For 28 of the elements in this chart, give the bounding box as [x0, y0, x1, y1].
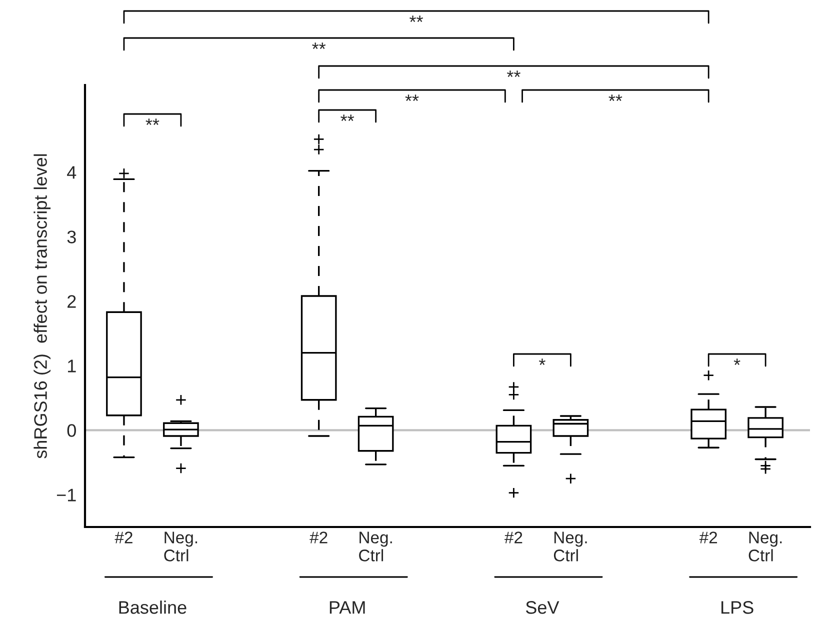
text: PAM [330, 601, 365, 614]
text: ** [410, 16, 424, 22]
x-tick-label: Neg. Ctrl [554, 532, 587, 562]
annotation: ** [340, 114, 354, 121]
text: ** [312, 42, 326, 49]
y-tick-label: 2 [68, 295, 76, 308]
x-tick-label: Neg. Ctrl [359, 532, 392, 562]
x-tick-label: #2 [114, 532, 132, 544]
x-tick-label: Neg. Ctrl [164, 532, 198, 562]
y-tick-label: −1 [56, 488, 76, 502]
text: ** [506, 70, 520, 77]
x-tick-label: #2 [699, 532, 718, 544]
annotation: ** [405, 94, 419, 101]
annotation: ** [146, 118, 160, 125]
text: Baseline [119, 600, 186, 614]
y-tick-label: 3 [67, 230, 76, 244]
text: LPS [721, 601, 754, 614]
annotation: * [538, 358, 546, 365]
x-tick-label: #2 [504, 532, 522, 544]
y-tick-label: 0 [67, 424, 76, 437]
y-axis-title: shRGS16 (2) effect on transcript level [34, 154, 51, 458]
x-tick-label: Neg. Ctrl [748, 532, 782, 562]
text: SeV [526, 601, 560, 614]
y-tick-label: 4 [67, 166, 76, 179]
x-tick-label: #2 [310, 532, 328, 544]
annotation: * [734, 358, 740, 365]
y-tick-label: 1 [68, 360, 76, 372]
annotation: ** [608, 94, 622, 101]
